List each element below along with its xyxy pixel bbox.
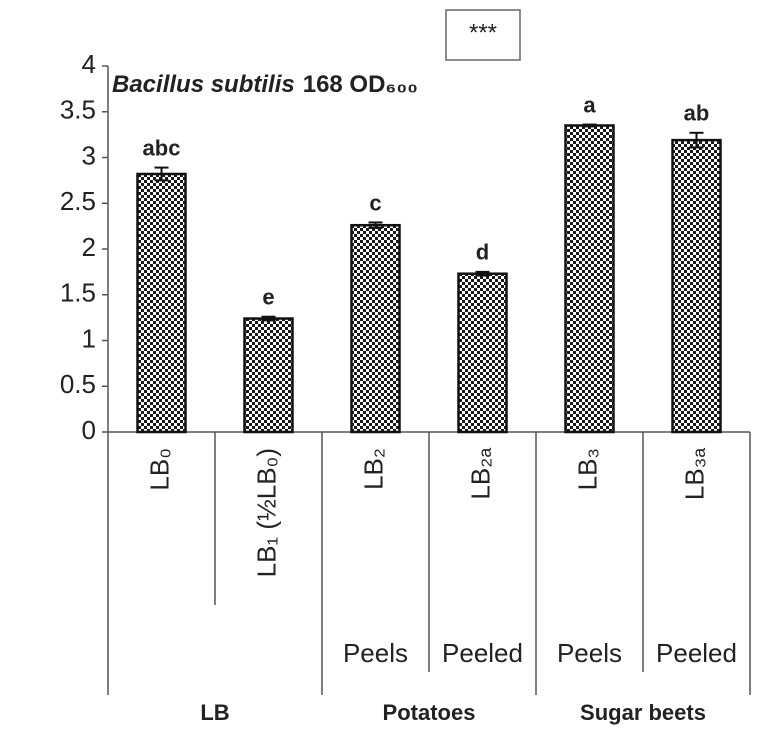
y-tick-label: 0.5 [60,369,96,399]
group-label: Potatoes [383,700,476,725]
x-tick-label: LB₃ [572,448,602,490]
y-tick-label: 1 [82,323,96,353]
y-tick-label: 1.5 [60,278,96,308]
y-tick-label: 4 [82,49,96,79]
subgroup-label: Peeled [442,638,523,668]
annotation: *** [469,19,497,46]
y-tick-label: 0 [82,415,96,445]
group-label: Sugar beets [580,700,706,725]
significance-letter: a [583,92,596,117]
y-tick-label: 3 [82,140,96,170]
y-tick-label: 3.5 [60,95,96,125]
error-bar [582,123,597,128]
bar [350,223,401,434]
error-bar [689,131,704,149]
error-bar [475,270,490,277]
x-tick-label: LB₀ [144,448,174,491]
subgroup-label: Peels [343,638,408,668]
bar [457,272,508,434]
y-tick-label: 2.5 [60,186,96,216]
group-label: LB [200,700,229,725]
subgroup-label: Peels [557,638,622,668]
chart-title: Bacillus subtilis 168 OD₆₀₀ [112,71,418,98]
title-rest: 168 OD₆₀₀ [303,71,418,98]
bar [671,138,722,434]
title-species: Bacillus subtilis [112,71,295,98]
error-bar [154,166,169,182]
error-bar [261,315,276,322]
annotation-box [445,9,521,61]
x-tick-label: LB₂ [358,448,388,490]
x-tick-label: LB₂ₐ [465,448,495,500]
significance-letter: d [476,240,489,265]
error-bar [368,221,383,229]
bar [564,124,615,434]
bar [243,317,294,434]
x-tick-label: LB₃ₐ [679,448,709,500]
subgroup-label: Peeled [656,638,737,668]
significance-letter: c [369,190,381,215]
bar [136,172,187,434]
significance-letter: e [262,285,274,310]
significance-letter: abc [143,135,181,160]
x-tick-label: LB₁ (½LB₀) [251,448,281,577]
y-tick-label: 2 [82,232,96,262]
significance-letter: ab [684,101,710,126]
